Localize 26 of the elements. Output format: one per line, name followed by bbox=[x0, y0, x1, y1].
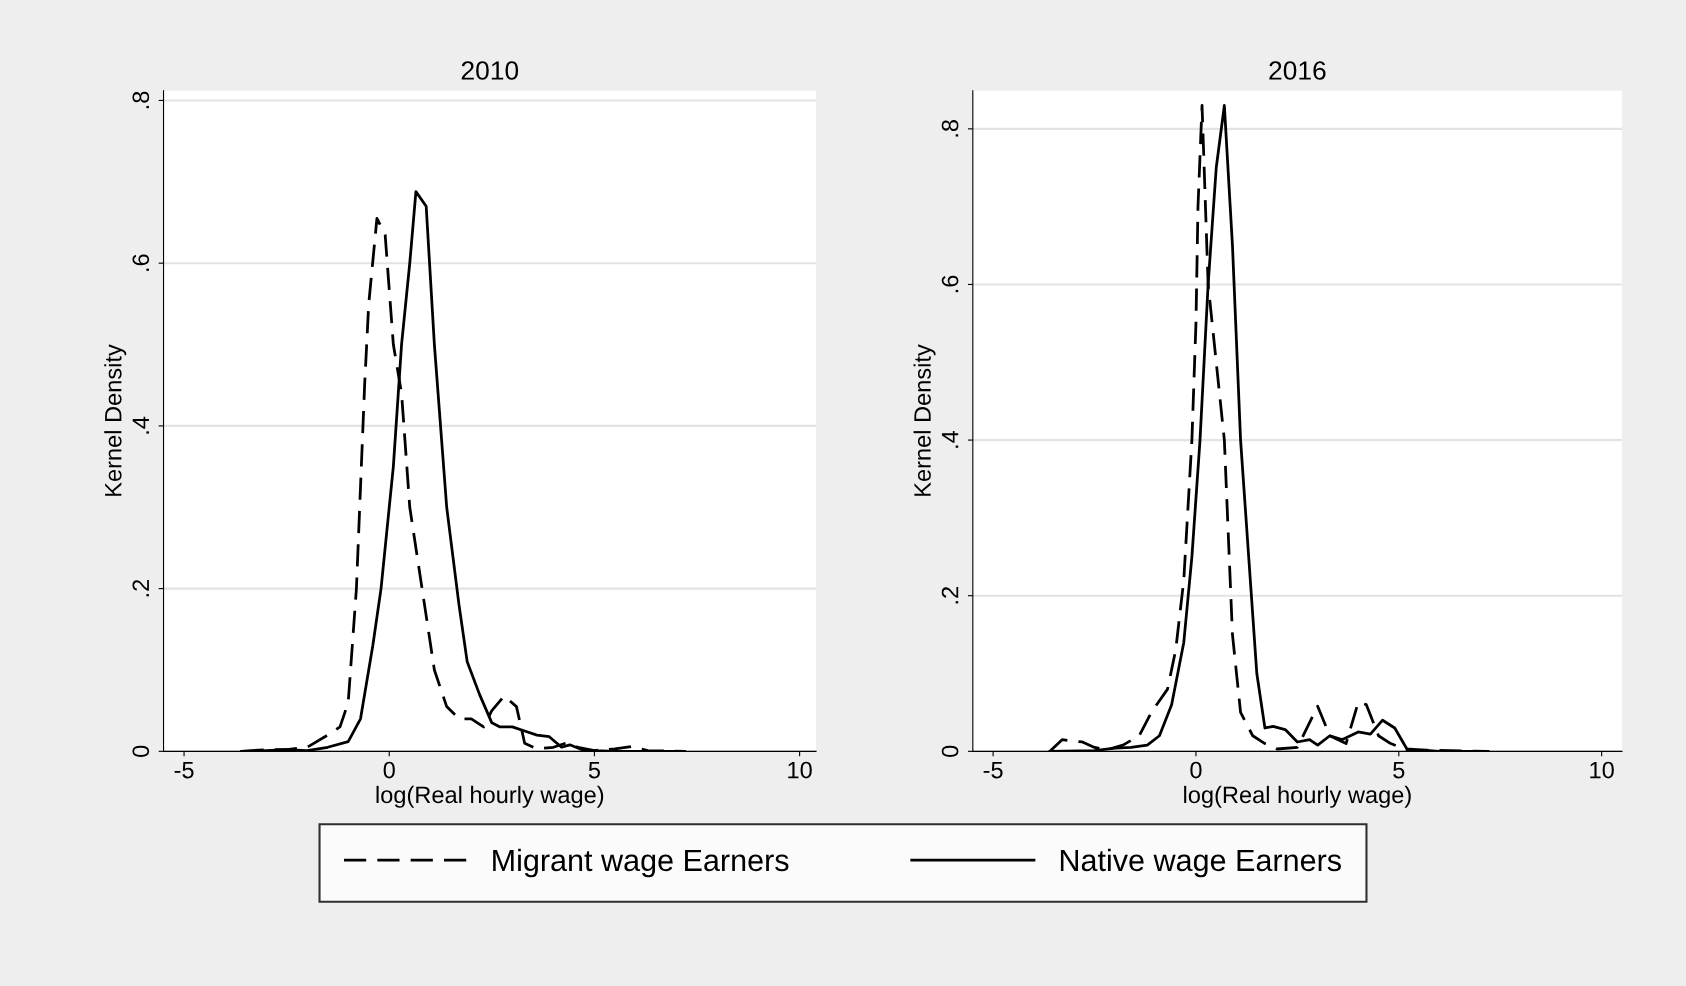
chart-title: 2010 bbox=[461, 61, 519, 80]
chart-title: 2016 bbox=[1269, 61, 1326, 80]
y-tick-label: .6 bbox=[132, 254, 150, 271]
x-tick-label: 5 bbox=[1393, 761, 1405, 779]
x-axis-title: log(Real hourly wage) bbox=[376, 785, 604, 808]
x-tick-label: -5 bbox=[983, 761, 1003, 779]
x-tick-label: -5 bbox=[174, 761, 194, 779]
y-tick-label: 0 bbox=[132, 745, 150, 757]
legend-label: Migrant wage Earners bbox=[493, 848, 789, 878]
y-axis-title: Kernel Density bbox=[104, 344, 127, 496]
x-tick-label: 0 bbox=[1190, 761, 1202, 779]
y-axis-title: Kernel Density bbox=[913, 344, 936, 496]
legend-label: Native wage Earners bbox=[1060, 848, 1341, 878]
y-tick-label: .4 bbox=[132, 416, 149, 434]
y-tick-label: .6 bbox=[941, 275, 959, 293]
x-axis-title: log(Real hourly wage) bbox=[1184, 785, 1411, 808]
x-tick-label: 5 bbox=[588, 761, 600, 779]
x-tick-label: 10 bbox=[1590, 761, 1614, 779]
y-tick-label: .8 bbox=[941, 120, 959, 137]
x-tick-label: 0 bbox=[383, 761, 395, 779]
x-tick-label: 10 bbox=[788, 761, 812, 779]
y-tick-label: .2 bbox=[941, 587, 959, 604]
y-tick-label: .4 bbox=[941, 430, 959, 448]
y-tick-label: 0 bbox=[941, 745, 959, 757]
y-tick-label: .8 bbox=[132, 91, 150, 109]
y-tick-label: .2 bbox=[132, 579, 149, 597]
